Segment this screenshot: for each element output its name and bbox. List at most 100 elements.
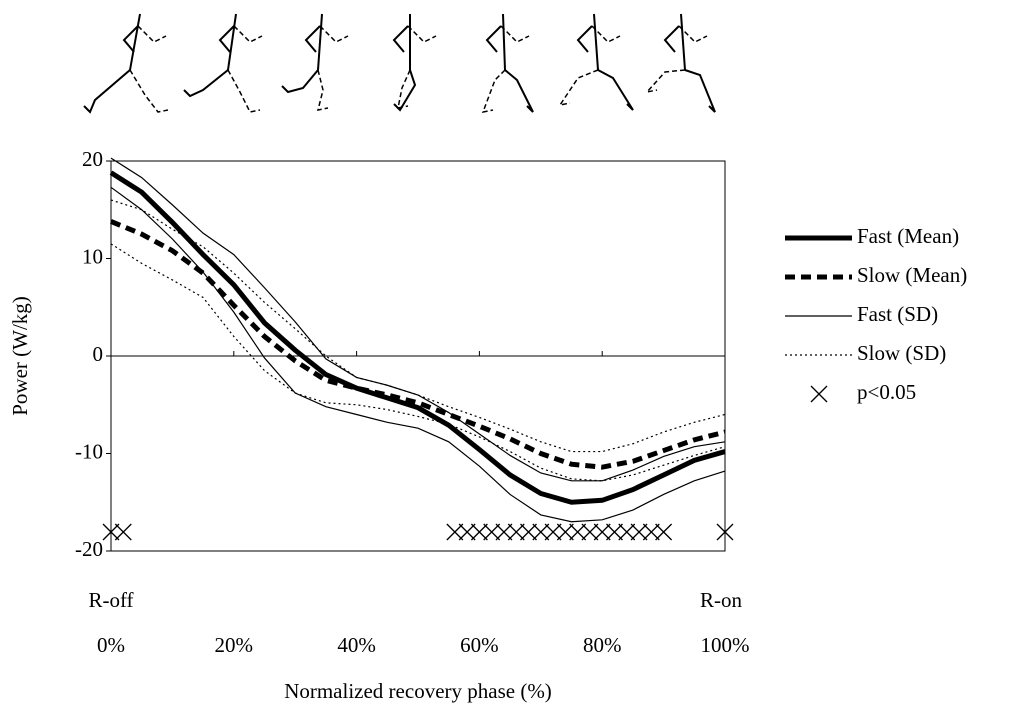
significance-marker xyxy=(495,523,513,541)
cross-stroke xyxy=(618,523,636,541)
figure-trunk xyxy=(317,13,323,71)
cross-stroke xyxy=(642,523,660,541)
y-axis-label: Power (W/kg) xyxy=(8,296,32,416)
significance-marker xyxy=(544,523,562,541)
significance-marker xyxy=(569,523,587,541)
significance-marker xyxy=(593,523,611,541)
significance-marker xyxy=(102,523,120,541)
series-line xyxy=(109,170,726,505)
cross-stroke xyxy=(102,523,120,541)
cross-stroke xyxy=(593,523,611,541)
x-tick-label: 60% xyxy=(460,633,499,657)
figure-arm xyxy=(500,25,530,43)
figure-leg xyxy=(558,69,599,107)
cross-stroke xyxy=(495,523,513,541)
significance-marker xyxy=(470,523,488,541)
cross-stroke xyxy=(446,523,464,541)
x-tick-label: 0% xyxy=(97,633,125,657)
figure-arm xyxy=(122,25,139,53)
significance-marker xyxy=(655,523,673,541)
x-axis-label: Normalized recovery phase (%) xyxy=(284,679,552,703)
figure-arm xyxy=(304,25,321,53)
x-tick-label: 100% xyxy=(701,633,750,657)
figure-arm xyxy=(576,25,593,53)
figure-leg xyxy=(183,69,229,98)
significance-marker xyxy=(618,523,636,541)
figure-arm xyxy=(392,25,409,53)
cross-stroke xyxy=(606,523,623,541)
series-line xyxy=(110,186,726,523)
y-tick-label: 20 xyxy=(82,147,103,171)
significance-marker xyxy=(532,523,550,541)
legend-label: Slow (Mean) xyxy=(857,263,967,287)
figure-leg xyxy=(644,69,686,94)
significance-marker xyxy=(483,523,501,541)
y-tick-label: 10 xyxy=(82,244,103,268)
cross-stroke xyxy=(544,523,562,541)
figure-arm xyxy=(137,25,167,43)
cross-stroke xyxy=(569,523,587,541)
x-tick-label: 40% xyxy=(337,633,376,657)
figure-leg xyxy=(504,69,534,113)
cross-stroke xyxy=(810,385,828,403)
significance-marker xyxy=(458,523,476,541)
figure-arm xyxy=(663,25,680,53)
y-tick-label: 0 xyxy=(93,342,104,366)
x-tick-label: 80% xyxy=(583,633,622,657)
series-line xyxy=(110,157,726,482)
significance-marker xyxy=(642,523,660,541)
cross-stroke xyxy=(470,523,488,541)
figure-leg xyxy=(684,69,716,113)
significance-marker xyxy=(520,523,537,541)
figure-leg xyxy=(397,69,411,109)
y-tick-label: -10 xyxy=(75,439,103,463)
figure-arm xyxy=(319,25,349,43)
legend-label: p<0.05 xyxy=(857,380,916,404)
figure-leg xyxy=(393,69,417,112)
cross-stroke xyxy=(716,523,734,541)
legend-label: Fast (SD) xyxy=(857,302,938,326)
figure-arm xyxy=(485,25,502,53)
figure-leg xyxy=(481,69,506,114)
figure-arm xyxy=(233,25,263,43)
figure-trunk xyxy=(680,13,686,71)
y-tick-label: -20 xyxy=(75,537,103,561)
figure-leg xyxy=(597,69,634,111)
figure-trunk xyxy=(593,13,599,71)
legend-swatch xyxy=(810,385,828,403)
stick-figures xyxy=(83,13,716,114)
legend-label: Slow (SD) xyxy=(857,341,946,365)
significance-marker xyxy=(556,523,574,541)
significance-marker xyxy=(606,523,623,541)
significance-marker xyxy=(507,523,525,541)
significance-marker xyxy=(446,523,464,541)
cross-stroke xyxy=(630,523,648,541)
figure-leg xyxy=(227,69,261,113)
significance-marker xyxy=(716,523,734,541)
figure-trunk xyxy=(502,13,506,71)
figure-leg xyxy=(83,69,131,114)
cross-stroke xyxy=(655,523,673,541)
significance-marker xyxy=(114,523,132,541)
significance-marker xyxy=(581,523,599,541)
cross-stroke xyxy=(520,523,537,541)
cross-stroke xyxy=(532,523,550,541)
series-line xyxy=(110,219,726,470)
series-line xyxy=(110,199,726,453)
legend-label: Fast (Mean) xyxy=(857,224,959,248)
figure-leg xyxy=(316,69,329,111)
cross-stroke xyxy=(581,523,599,541)
significance-marker xyxy=(630,523,648,541)
cross-stroke xyxy=(483,523,501,541)
x-tick-label: 20% xyxy=(215,633,254,657)
figure-leg xyxy=(281,69,319,94)
figure-trunk xyxy=(227,13,237,71)
series-line xyxy=(110,243,726,482)
cross-stroke xyxy=(114,523,132,541)
end-label: R-on xyxy=(700,588,743,612)
figure-arm xyxy=(407,25,437,43)
cross-stroke xyxy=(507,523,525,541)
cross-stroke xyxy=(556,523,574,541)
cross-stroke xyxy=(458,523,476,541)
figure-leg xyxy=(129,69,169,113)
